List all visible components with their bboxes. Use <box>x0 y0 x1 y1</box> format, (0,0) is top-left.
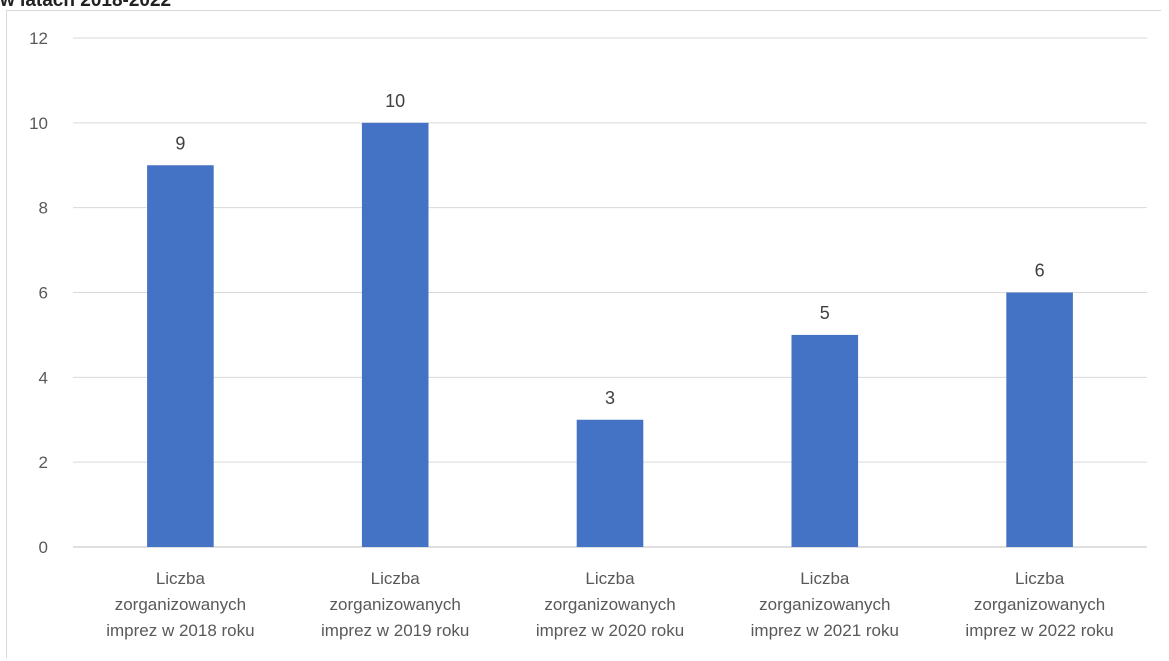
chart-frame <box>6 10 1161 658</box>
data-label: 3 <box>605 388 615 408</box>
category-label: Liczba <box>156 569 206 588</box>
bar <box>147 165 214 547</box>
category-label: imprez w 2022 roku <box>965 621 1113 640</box>
bars <box>147 122 1073 547</box>
category-label: imprez w 2018 roku <box>106 621 254 640</box>
bar <box>791 334 859 547</box>
y-tick-label: 10 <box>29 114 48 133</box>
y-tick-label: 6 <box>39 284 48 303</box>
bar <box>576 419 644 547</box>
category-label: Liczba <box>585 569 635 588</box>
category-label: Liczba <box>800 569 850 588</box>
y-tick-label: 12 <box>29 29 48 48</box>
category-label: imprez w 2020 roku <box>536 621 684 640</box>
category-label: zorganizowanych <box>544 595 675 614</box>
category-label: Liczba <box>371 569 421 588</box>
bar <box>361 122 429 547</box>
y-tick-label: 0 <box>39 538 48 557</box>
data-label: 10 <box>385 91 405 111</box>
bar <box>1006 292 1073 547</box>
category-label: imprez w 2021 roku <box>751 621 899 640</box>
y-tick-label: 8 <box>39 199 48 218</box>
category-label: Liczba <box>1015 569 1065 588</box>
y-tick-label: 4 <box>39 368 48 387</box>
data-label: 9 <box>175 133 185 153</box>
data-label: 5 <box>820 303 830 323</box>
data-label: 6 <box>1035 261 1045 281</box>
category-label: zorganizowanych <box>330 595 461 614</box>
chart-title: w latach 2018-2022 <box>0 0 172 11</box>
category-label: zorganizowanych <box>115 595 246 614</box>
y-tick-label: 2 <box>39 453 48 472</box>
category-label: imprez w 2019 roku <box>321 621 469 640</box>
labels: 0 2 4 6 8 10 12 9 Liczba zorganizowanych imprez w … <box>29 29 1114 640</box>
category-label: zorganizowanych <box>759 595 890 614</box>
category-label: zorganizowanych <box>974 595 1105 614</box>
